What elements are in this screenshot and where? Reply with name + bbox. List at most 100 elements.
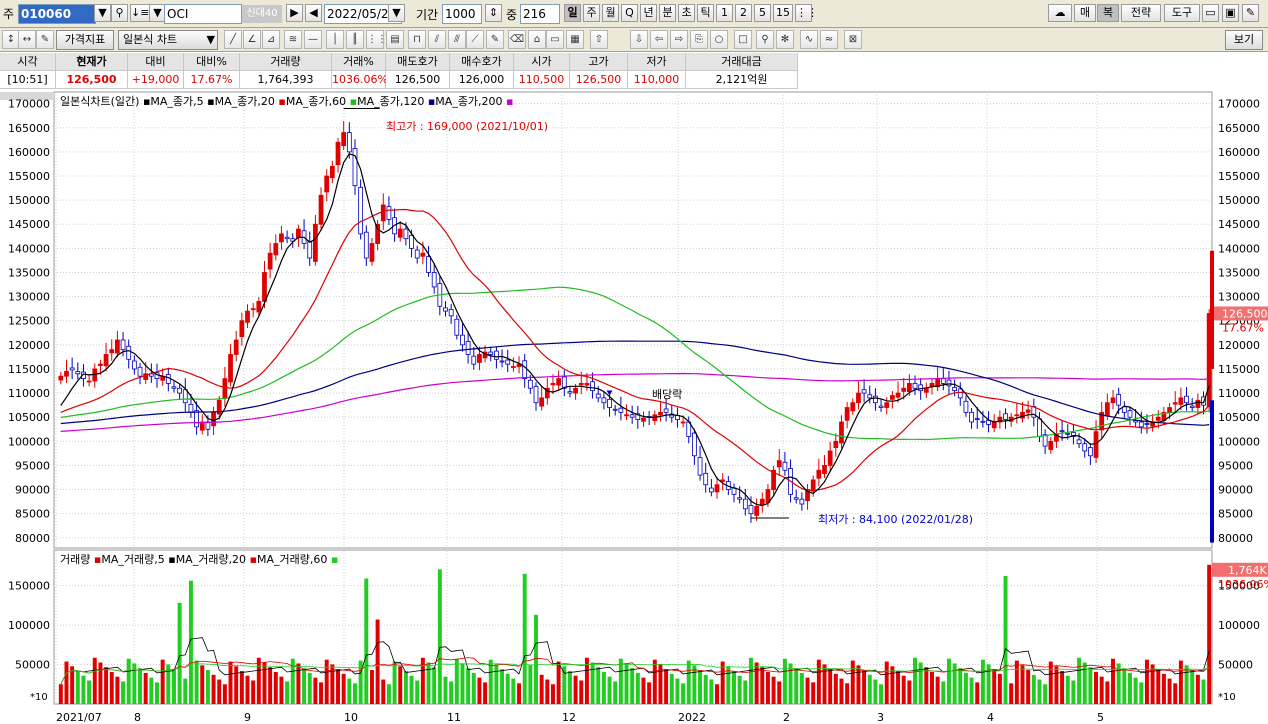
tools-button[interactable]: 도구 xyxy=(1164,4,1200,22)
volume-bar xyxy=(635,672,640,704)
dual-wave-icon[interactable]: ≈ xyxy=(820,30,838,49)
volume-bar xyxy=(828,669,833,704)
candle-body xyxy=(477,354,482,363)
count-input[interactable]: 216 xyxy=(520,4,560,24)
down-arrow-icon[interactable]: ⇩ xyxy=(630,30,648,49)
settings-icon[interactable]: ✻ xyxy=(776,30,794,49)
parallel-icon[interactable]: ⫻ xyxy=(448,30,466,49)
volume-bar xyxy=(1054,666,1059,704)
left-arrow-icon[interactable]: ⇦ xyxy=(650,30,668,49)
fan-tool-icon[interactable]: ⊿ xyxy=(262,30,280,49)
interval-button[interactable]: Q xyxy=(621,4,638,22)
stock-chart[interactable]: 170000 170000 165000 165000 160000 160000 1550… xyxy=(0,90,1268,724)
wave-icon[interactable]: ∿ xyxy=(800,30,818,49)
legend-ma200: MA_종가,200 xyxy=(435,95,503,108)
circle-icon[interactable]: ○ xyxy=(710,30,728,49)
save-icon[interactable]: ▣ xyxy=(1222,4,1239,22)
right-arrow-icon[interactable]: ⇨ xyxy=(670,30,688,49)
edit-icon[interactable]: ✎ xyxy=(36,30,54,49)
play-forward-icon[interactable]: ▶ xyxy=(286,4,303,22)
stock-code-input[interactable]: 010060 xyxy=(18,4,96,24)
interval-button[interactable]: 분 xyxy=(659,4,676,22)
period-input[interactable]: 1000 xyxy=(442,4,482,24)
channel-icon[interactable]: ⫽ xyxy=(428,30,446,49)
indicator-dropdown[interactable]: 가격지표 xyxy=(56,30,114,50)
candle-body xyxy=(375,223,380,244)
candle-body xyxy=(612,408,618,411)
search-icon[interactable]: ⚲ xyxy=(111,4,128,22)
date-dropdown-icon[interactable]: ▼ xyxy=(388,4,405,22)
rect-icon[interactable]: □ xyxy=(734,30,752,49)
zoom-icon[interactable]: ⚲ xyxy=(756,30,774,49)
volume-bar xyxy=(420,657,425,704)
volume-bar xyxy=(1127,672,1132,704)
legend-ma5: MA_종가,5 xyxy=(150,95,204,108)
price-tick-right: 105000 xyxy=(1218,411,1260,424)
interval-button[interactable]: 월 xyxy=(602,4,619,22)
open-folder-icon[interactable]: ▭ xyxy=(1202,4,1219,22)
multi-chart-button[interactable]: 복 xyxy=(1097,4,1119,22)
interval-button[interactable]: 15 xyxy=(773,4,793,22)
volume-bar xyxy=(618,658,623,704)
interval-button[interactable]: 틱 xyxy=(697,4,714,22)
interval-button[interactable]: 5 xyxy=(754,4,771,22)
grid-lines-icon[interactable]: ⋮⋮ xyxy=(366,30,387,49)
close-box-icon[interactable]: ⊠ xyxy=(844,30,862,49)
view-button[interactable]: 보기 xyxy=(1225,30,1263,50)
volume-bar xyxy=(460,663,465,704)
stock-name-field[interactable]: OCI xyxy=(164,4,242,24)
candle-body xyxy=(539,397,545,407)
volume-bar xyxy=(403,671,408,704)
interval-button[interactable]: 초 xyxy=(678,4,695,22)
ray-icon[interactable]: ⟋ xyxy=(466,30,484,49)
volume-bar xyxy=(975,682,980,704)
volume-bar xyxy=(596,667,601,704)
volume-bar xyxy=(149,677,154,704)
tag-icon[interactable]: ⌂ xyxy=(528,30,546,49)
volume-bar xyxy=(794,668,799,704)
interval-settings-icon[interactable]: ⋮⋮ xyxy=(795,4,818,22)
interval-button[interactable]: 일 xyxy=(564,4,581,22)
sort-icon[interactable]: ↓≡ xyxy=(130,4,150,22)
volume-bar xyxy=(641,677,646,704)
candle-body xyxy=(940,378,946,384)
volume-bar xyxy=(1161,673,1166,704)
pencil-icon[interactable]: ✎ xyxy=(486,30,504,49)
interval-button[interactable]: 1 xyxy=(716,4,733,22)
cycle-icon[interactable]: ⊓ xyxy=(408,30,426,49)
up-arrow-icon[interactable]: ⇧ xyxy=(590,30,608,49)
period-stepper-icon[interactable]: ⇕ xyxy=(485,4,502,22)
play-back-icon[interactable]: ◀ xyxy=(305,4,322,22)
time-tick-label: 10 xyxy=(344,711,358,724)
note-icon[interactable]: ▭ xyxy=(546,30,564,49)
line-tool-icon[interactable]: ╱ xyxy=(224,30,242,49)
pitchfork-icon[interactable]: ≋ xyxy=(284,30,302,49)
multi-vline-icon[interactable]: ║ xyxy=(346,30,364,49)
strategy-button[interactable]: 전략 xyxy=(1121,4,1161,22)
volume-bar xyxy=(155,682,159,704)
wrench-icon[interactable]: ✎ xyxy=(1242,4,1259,22)
price-tick-left: 140000 xyxy=(8,242,50,255)
volume-bar xyxy=(845,683,850,704)
interval-button[interactable]: 2 xyxy=(735,4,752,22)
single-chart-button[interactable]: 매 xyxy=(1074,4,1096,22)
candle-body xyxy=(81,371,86,379)
drawing-toolbar: ↕ ↔ ✎ 가격지표 일본식 차트 ▼ ╱ ∠ ⊿ ≋ — │ ║ ⋮⋮ ▤ ⊓ ⫽ ⫻ ⟋ ✎ ⌫ ⌂ ▭ ▦ ⇧ ⇩… xyxy=(0,28,1268,52)
eraser-icon[interactable]: ⌫ xyxy=(508,30,526,49)
cloud-icon[interactable]: ☁ xyxy=(1048,4,1072,22)
candle-body xyxy=(895,392,901,398)
quote-header: 대비% xyxy=(184,53,240,71)
chart-type-dropdown[interactable]: 일본식 차트 ▼ xyxy=(118,30,218,50)
interval-button[interactable]: 주 xyxy=(583,4,600,22)
ma20-line xyxy=(60,208,1210,492)
horizontal-arrows-icon[interactable]: ↔ xyxy=(18,30,36,49)
hline-tool-icon[interactable]: — xyxy=(304,30,322,49)
interval-button[interactable]: 년 xyxy=(640,4,657,22)
doc-icon[interactable]: ▦ xyxy=(566,30,584,49)
ma60-line xyxy=(60,286,1210,441)
stock-code-dropdown-icon[interactable]: ▼ xyxy=(94,4,111,22)
table-icon[interactable]: ▤ xyxy=(386,30,404,49)
page-icon[interactable]: ⎘ xyxy=(690,30,708,49)
vline-tool-icon[interactable]: │ xyxy=(326,30,344,49)
angle-tool-icon[interactable]: ∠ xyxy=(243,30,261,49)
